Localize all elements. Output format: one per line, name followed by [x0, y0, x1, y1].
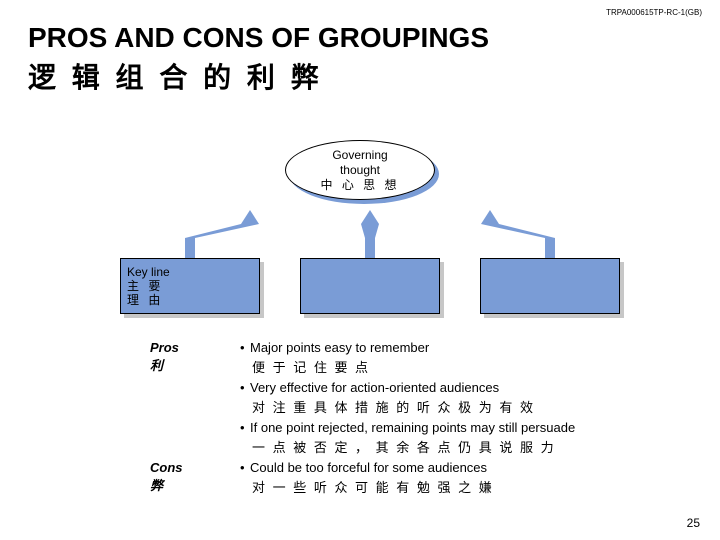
cons-label-zh: 弊	[150, 475, 210, 494]
governing-thought-node: Governing thought 中 心 思 想	[0, 140, 720, 204]
pros-body: •Major points easy to remember 便 于 记 住 要 …	[240, 340, 670, 460]
ellipse-face: Governing thought 中 心 思 想	[285, 140, 435, 200]
page-number: 25	[687, 516, 700, 530]
arrow-up	[361, 210, 379, 258]
keyline-zh2: 理 由	[127, 293, 253, 307]
keyline-zh1: 主 要	[127, 279, 253, 293]
bullet-line-en: •Very effective for action-oriented audi…	[240, 380, 670, 395]
cons-label: Cons 弊	[150, 460, 210, 494]
bullet-line-zh: 对 注 重 具 体 措 施 的 听 众 极 为 有 效	[240, 397, 670, 416]
pros-label-zh: 利	[150, 355, 210, 374]
cons-body: •Could be too forceful for some audience…	[240, 460, 670, 500]
governing-line3: 中 心 思 想	[320, 178, 399, 193]
title-english: PROS AND CONS OF GROUPINGS	[28, 22, 489, 54]
pros-label-en: Pros	[150, 340, 210, 355]
governing-line1: Governing	[332, 148, 387, 163]
bullet-line-zh: 一 点 被 否 定 ， 其 余 各 点 仍 具 说 服 力	[240, 437, 670, 456]
governing-line2: thought	[340, 163, 380, 178]
bullet-line-en: •Could be too forceful for some audience…	[240, 460, 670, 475]
arrow-up	[185, 210, 259, 258]
keyline-box	[300, 258, 440, 314]
slide: TRPA000615TP-RC-1(GB) PROS AND CONS OF G…	[0, 0, 720, 540]
keyline-en: Key line	[127, 265, 253, 279]
keyline-box	[480, 258, 620, 314]
doc-code: TRPA000615TP-RC-1(GB)	[606, 8, 702, 17]
keyline-boxes: Key line主 要理 由	[0, 258, 720, 318]
bullet-line-en: •Major points easy to remember	[240, 340, 670, 355]
bullet-line-zh: 对 一 些 听 众 可 能 有 勉 强 之 嫌	[240, 477, 670, 496]
bullet-line-zh: 便 于 记 住 要 点	[240, 357, 670, 376]
arrows-svg	[0, 208, 720, 258]
bullet-line-en: •If one point rejected, remaining points…	[240, 420, 670, 435]
title-chinese: 逻 辑 组 合 的 利 弊	[28, 56, 323, 96]
cons-label-en: Cons	[150, 460, 210, 475]
arrow-up	[481, 210, 555, 258]
pros-label: Pros 利	[150, 340, 210, 374]
keyline-box: Key line主 要理 由	[120, 258, 260, 314]
